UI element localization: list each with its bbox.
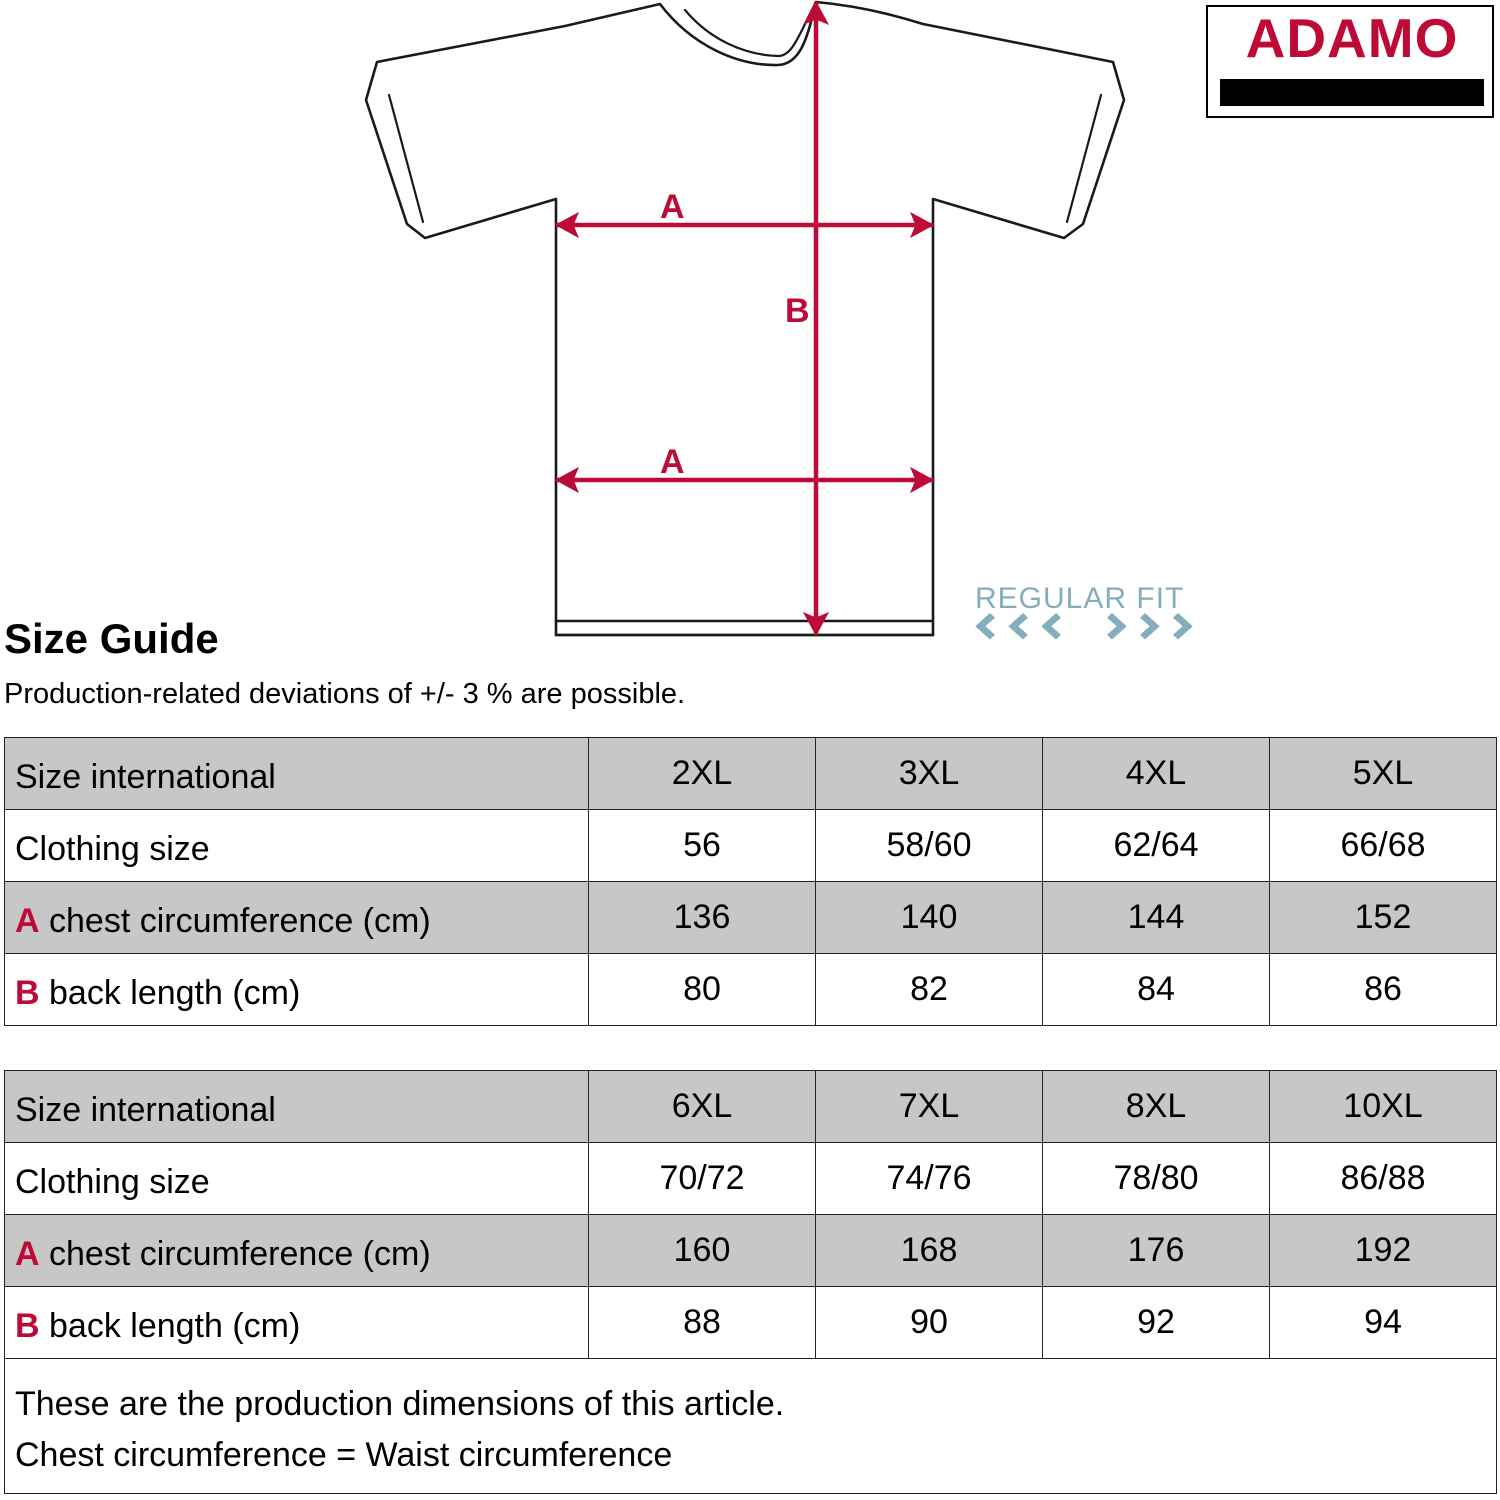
svg-text:A: A — [660, 443, 685, 481]
svg-text:B: B — [785, 292, 810, 330]
svg-text:A: A — [660, 188, 685, 226]
